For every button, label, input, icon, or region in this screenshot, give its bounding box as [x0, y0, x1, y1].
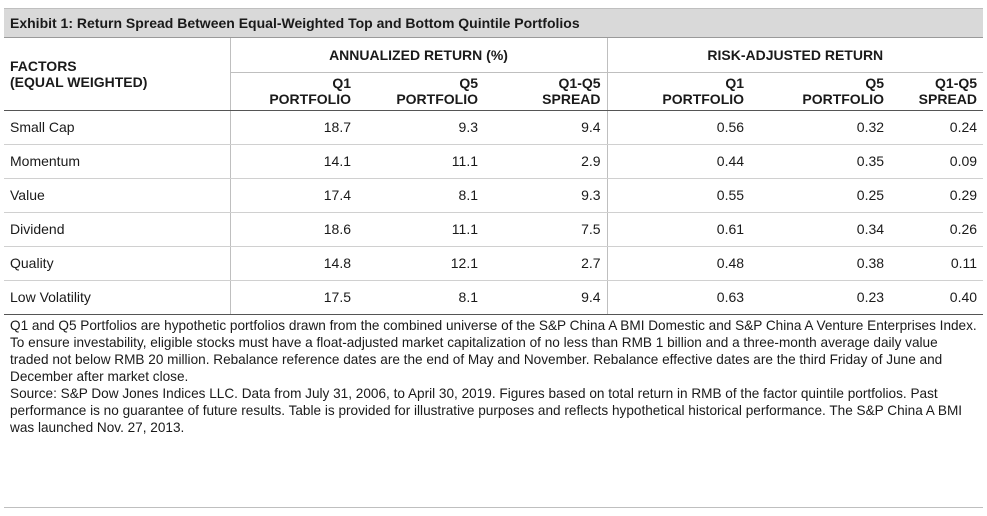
table-row: Low Volatility 17.5 8.1 9.4 0.63 0.23 0.… [4, 280, 984, 315]
table-cell: 0.29 [890, 178, 984, 213]
table-cell: 0.11 [890, 246, 984, 281]
table-cell: 18.7 [229, 110, 357, 145]
table-cell: 9.4 [484, 110, 608, 145]
source-note: Source: S&P Dow Jones Indices LLC. Data … [10, 385, 963, 435]
risk-spread-header-line-1: Q1-Q5 [935, 75, 978, 91]
table-cell: 11.1 [357, 212, 484, 247]
table-cell: 9.3 [357, 110, 484, 145]
factor-label: Low Volatility [4, 280, 230, 315]
ann-q5-header-line-1: Q5 [459, 75, 478, 91]
factor-label: Small Cap [4, 110, 230, 145]
risk-q5-header-line-1: Q5 [865, 75, 885, 91]
table-cell: 8.1 [357, 178, 484, 213]
factors-header-line-2: (EQUAL WEIGHTED) [10, 73, 148, 90]
ann-spread-header: Q1-Q5 SPREAD [484, 72, 608, 111]
table-cell: 14.8 [229, 246, 357, 281]
table-row: Quality 14.8 12.1 2.7 0.48 0.38 0.11 [4, 246, 984, 281]
table-cell: 9.3 [484, 178, 608, 213]
risk-q1-header: Q1 PORTFOLIO [606, 72, 751, 111]
exhibit: Exhibit 1: Return Spread Between Equal-W… [0, 8, 987, 516]
table-cell: 0.48 [606, 246, 751, 281]
table-cell: 0.56 [606, 110, 751, 145]
table-cell: 0.40 [890, 280, 984, 315]
table-cell: 8.1 [357, 280, 484, 315]
risk-q5-header-line-2: PORTFOLIO [802, 91, 885, 107]
table-cell: 0.32 [750, 110, 891, 145]
annualized-return-header: ANNUALIZED RETURN (%) [229, 38, 608, 73]
methodology-note: Q1 and Q5 Portfolios are hypothetic port… [10, 317, 977, 384]
factor-label: Dividend [4, 212, 230, 247]
factors-header-line-1: FACTORS [10, 57, 77, 74]
table-cell: 0.25 [750, 178, 891, 213]
table-cell: 0.24 [890, 110, 984, 145]
table-cell: 17.4 [229, 178, 357, 213]
table-cell: 2.7 [484, 246, 608, 281]
factor-label: Momentum [4, 144, 230, 179]
ann-q1-header-line-2: PORTFOLIO [269, 91, 351, 107]
table-cell: 0.23 [750, 280, 891, 315]
table-row: Small Cap 18.7 9.3 9.4 0.56 0.32 0.24 [4, 110, 984, 145]
table-cell: 0.09 [890, 144, 984, 179]
table-cell: 0.34 [750, 212, 891, 247]
ann-q5-header: Q5 PORTFOLIO [357, 72, 484, 111]
table-cell: 12.1 [357, 246, 484, 281]
risk-adjusted-return-header: RISK-ADJUSTED RETURN [606, 38, 984, 73]
risk-q1-header-line-1: Q1 [725, 75, 745, 91]
factors-header: FACTORS (EQUAL WEIGHTED) [4, 38, 230, 111]
table-cell: 2.9 [484, 144, 608, 179]
table-cell: 0.63 [606, 280, 751, 315]
sub-header-row: Q1 PORTFOLIO Q5 PORTFOLIO Q1-Q5 SPREAD Q… [4, 72, 984, 111]
risk-q5-header: Q5 PORTFOLIO [750, 72, 891, 111]
table-row: Momentum 14.1 11.1 2.9 0.44 0.35 0.09 [4, 144, 984, 179]
factor-label: Quality [4, 246, 230, 281]
table-cell: 9.4 [484, 280, 608, 315]
table-row: Dividend 18.6 11.1 7.5 0.61 0.34 0.26 [4, 212, 984, 247]
ann-q5-header-line-2: PORTFOLIO [396, 91, 478, 107]
group-header-row: FACTORS (EQUAL WEIGHTED) ANNUALIZED RETU… [4, 38, 984, 111]
factor-table: FACTORS (EQUAL WEIGHTED) ANNUALIZED RETU… [4, 38, 984, 315]
table-cell: 11.1 [357, 144, 484, 179]
ann-spread-header-line-1: Q1-Q5 [558, 75, 601, 91]
exhibit-title: Exhibit 1: Return Spread Between Equal-W… [4, 8, 983, 38]
table-cell: 0.61 [606, 212, 751, 247]
table-cell: 0.44 [606, 144, 751, 179]
footnotes: Q1 and Q5 Portfolios are hypothetic port… [4, 315, 983, 436]
table-cell: 7.5 [484, 212, 608, 247]
ann-q1-header: Q1 PORTFOLIO [229, 72, 357, 111]
ann-spread-header-line-2: SPREAD [542, 91, 601, 107]
table-cell: 17.5 [229, 280, 357, 315]
risk-spread-header: Q1-Q5 SPREAD [890, 72, 984, 111]
factor-label: Value [4, 178, 230, 213]
table-cell: 0.55 [606, 178, 751, 213]
ann-q1-header-line-1: Q1 [332, 75, 351, 91]
table-cell: 18.6 [229, 212, 357, 247]
table-cell: 14.1 [229, 144, 357, 179]
table-cell: 0.35 [750, 144, 891, 179]
risk-q1-header-line-2: PORTFOLIO [662, 91, 745, 107]
table-cell: 0.38 [750, 246, 891, 281]
table-cell: 0.26 [890, 212, 984, 247]
risk-spread-header-line-2: SPREAD [918, 91, 978, 107]
table-row: Value 17.4 8.1 9.3 0.55 0.25 0.29 [4, 178, 984, 213]
